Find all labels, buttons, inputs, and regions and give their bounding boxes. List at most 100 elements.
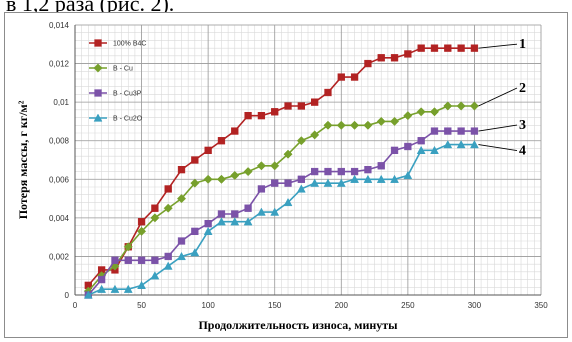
- legend-marker: [94, 39, 102, 47]
- data-point: [217, 210, 226, 218]
- data-point: [376, 174, 386, 183]
- legend-label: B - Cu2O: [113, 116, 143, 123]
- data-point: [203, 174, 213, 184]
- data-point: [257, 111, 266, 120]
- data-point: [297, 175, 305, 183]
- data-point: [284, 179, 292, 187]
- data-point: [403, 170, 413, 180]
- data-point: [324, 167, 332, 176]
- data-point: [337, 73, 345, 81]
- data-point: [191, 227, 199, 236]
- data-point: [137, 226, 147, 236]
- data-point: [456, 140, 466, 149]
- data-point: [176, 194, 187, 204]
- data-point: [310, 178, 320, 187]
- data-point: [151, 256, 159, 264]
- series-leader-line: [478, 43, 518, 49]
- data-point: [177, 251, 186, 261]
- data-point: [430, 44, 439, 52]
- chart-area: 0 50 100 150 200 250 300 350 0 0,002 0,004 0,006 0,0…: [4, 12, 568, 338]
- data-point: [230, 217, 240, 226]
- data-point: [323, 178, 333, 187]
- data-point: [83, 290, 93, 299]
- data-point: [350, 73, 359, 81]
- series-leader-line: [478, 124, 518, 132]
- data-point: [444, 127, 452, 135]
- data-point: [404, 142, 412, 151]
- data-point: [470, 127, 479, 135]
- data-point: [470, 44, 479, 52]
- data-point: [124, 256, 132, 264]
- series-number-label: 1: [519, 37, 526, 52]
- data-point: [204, 219, 212, 228]
- data-point: [164, 185, 172, 193]
- data-point: [110, 284, 120, 293]
- data-point: [243, 167, 253, 177]
- data-point: [323, 120, 333, 130]
- data-point: [310, 130, 320, 140]
- y-tick-label: 0,012: [49, 60, 70, 69]
- data-point: [244, 111, 252, 120]
- data-point: [456, 101, 466, 111]
- data-point: [164, 252, 172, 261]
- data-point: [231, 127, 239, 135]
- x-axis-title: Продолжительность износа, минуты: [198, 318, 398, 332]
- legend-label: B - Cu3P: [113, 91, 142, 98]
- x-tick-label: 300: [468, 301, 482, 310]
- data-point: [150, 213, 160, 223]
- data-point: [97, 284, 107, 293]
- data-point: [190, 178, 200, 188]
- data-point: [336, 178, 346, 187]
- data-point: [364, 165, 372, 174]
- data-point: [270, 161, 280, 171]
- x-tick-label: 200: [335, 301, 349, 310]
- y-tick-label: 0,008: [49, 137, 70, 146]
- series-leader-line: [478, 144, 518, 152]
- data-point: [364, 59, 372, 68]
- data-point: [443, 140, 453, 149]
- data-point: [444, 44, 452, 52]
- data-point: [390, 146, 399, 155]
- y-axis-title: Потеря массы, г кг/м²: [16, 100, 30, 219]
- data-point: [377, 162, 385, 170]
- data-point: [457, 44, 465, 52]
- series-number-label: 2: [519, 81, 526, 96]
- data-point: [177, 165, 186, 174]
- y-tick-label: 0,006: [49, 175, 70, 184]
- data-point: [216, 174, 227, 184]
- data-point: [256, 207, 266, 216]
- x-tick-label: 100: [201, 301, 215, 310]
- series-leader-line: [478, 87, 518, 107]
- data-point: [337, 167, 345, 176]
- data-point: [336, 120, 346, 130]
- data-point: [350, 120, 360, 130]
- legend-label: 100% B4C: [113, 41, 146, 48]
- data-point: [217, 137, 226, 145]
- data-point: [417, 44, 425, 52]
- x-tick-label: 0: [73, 301, 78, 310]
- data-point: [137, 218, 146, 226]
- data-point: [377, 54, 385, 62]
- y-tick-label: 0,01: [53, 98, 69, 107]
- data-point: [430, 127, 439, 135]
- data-point: [231, 210, 239, 218]
- y-tick-label: 0,004: [49, 214, 70, 223]
- legend-marker: [93, 113, 103, 122]
- data-point: [151, 204, 159, 212]
- legend-marker: [94, 89, 102, 97]
- data-point: [416, 107, 426, 117]
- x-tick-label: 150: [268, 301, 282, 310]
- data-point: [470, 140, 479, 149]
- data-point: [403, 111, 413, 121]
- data-point: [204, 146, 212, 155]
- y-tick-label: 0: [65, 291, 70, 300]
- series-number-label: 3: [519, 118, 526, 133]
- data-point: [390, 54, 399, 62]
- data-point: [150, 271, 160, 280]
- data-point: [111, 256, 119, 264]
- data-point: [283, 197, 293, 207]
- data-point: [429, 107, 440, 117]
- data-point: [243, 217, 253, 226]
- data-point: [283, 149, 293, 159]
- data-point: [363, 174, 373, 183]
